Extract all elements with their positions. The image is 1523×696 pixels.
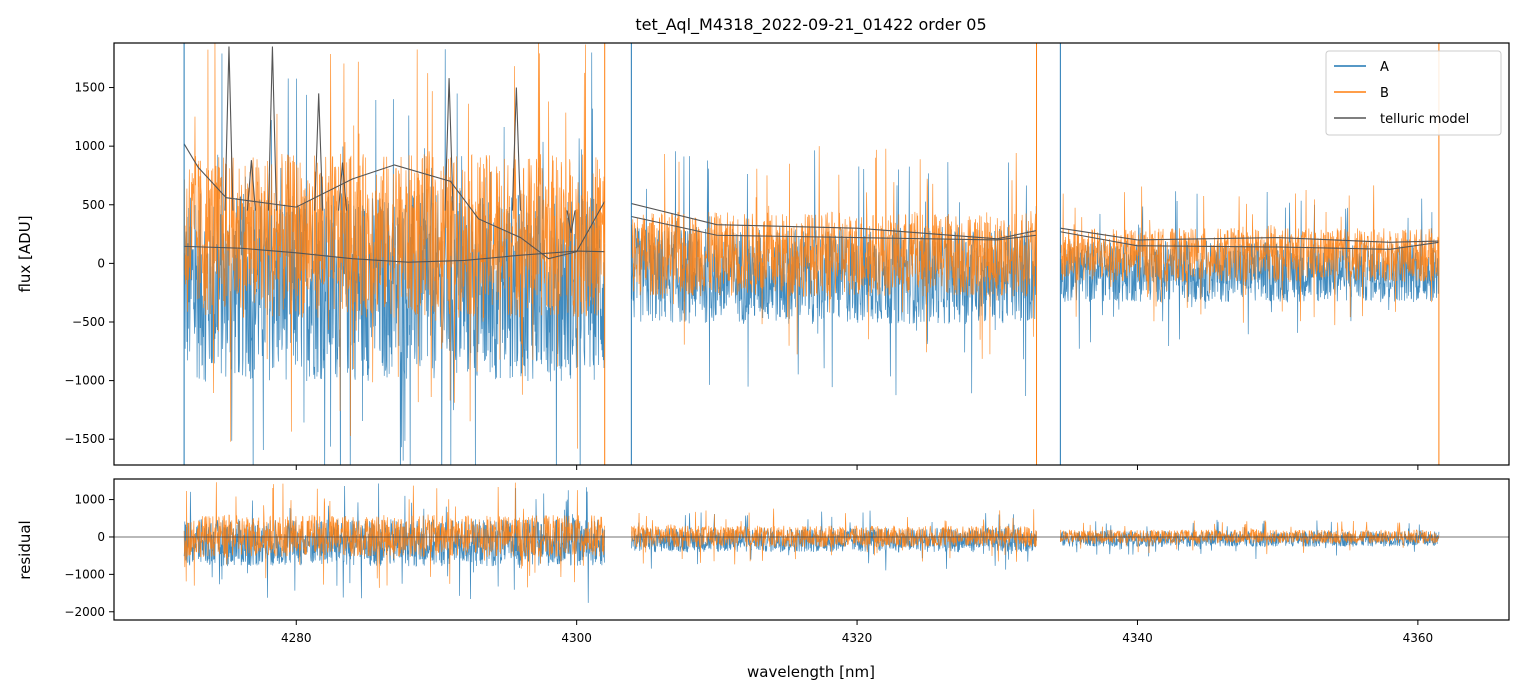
legend: A B telluric model	[1325, 50, 1502, 136]
y-tick-label: 500	[82, 198, 105, 212]
series-b-segment-1	[183, 43, 606, 449]
residual-b-segment-3	[1060, 520, 1440, 555]
telluric-lower-curve	[184, 245, 605, 263]
bottom-plot-area	[114, 482, 1509, 603]
legend-label-b: B	[1380, 86, 1389, 101]
x-tick-label: 4360	[1403, 631, 1434, 645]
y-tick-label: −500	[72, 315, 105, 329]
chart-title: tet_Aql_M4318_2022-09-21_01422 order 05	[635, 15, 986, 35]
telluric-peak	[566, 210, 576, 233]
telluric-seg3-upper	[1060, 227, 1439, 243]
telluric-peak	[314, 93, 324, 211]
bottom-axes-frame	[113, 478, 1510, 621]
bottom-y-label: residual	[16, 520, 34, 579]
y-tick-label: 0	[97, 256, 105, 270]
telluric-peak	[444, 78, 454, 211]
y-tick-label: 0	[97, 530, 105, 544]
telluric-seg2-lower	[631, 215, 1037, 241]
telluric-peak	[267, 46, 277, 211]
y-tick-label: 1500	[74, 81, 105, 95]
y-tick-label: −2000	[64, 605, 105, 619]
telluric-peak	[224, 46, 234, 211]
top-y-label: flux [ADU]	[16, 215, 34, 292]
x-tick-label: 4320	[842, 631, 873, 645]
legend-label-telluric: telluric model	[1380, 112, 1469, 127]
y-tick-label: 1000	[74, 493, 105, 507]
telluric-upper-curve	[183, 143, 606, 260]
bottom-x-axis: 4280 4300 4320 4340 4360	[281, 620, 1433, 645]
x-tick-label: 4300	[561, 631, 592, 645]
top-panel: −1500 −1000 −500 0 500 1000 1500 flux [ADU] A …	[16, 42, 1510, 470]
legend-box	[1325, 50, 1502, 136]
residual-b-segment-2	[630, 508, 1037, 565]
top-y-axis: −1500 −1000 −500 0 500 1000 1500	[64, 81, 114, 446]
y-tick-label: −1000	[64, 567, 105, 581]
y-tick-label: 1000	[74, 139, 105, 153]
top-axes-frame	[113, 42, 1510, 466]
top-plot-area	[183, 43, 1440, 465]
top-x-axis	[295, 465, 1419, 470]
telluric-peak	[511, 87, 521, 211]
legend-label-a: A	[1380, 60, 1389, 75]
telluric-seg3-lower	[1060, 231, 1439, 250]
x-tick-label: 4280	[281, 631, 312, 645]
y-tick-label: −1500	[64, 432, 105, 446]
telluric-peak	[337, 162, 348, 211]
bottom-panel: −2000 −1000 0 1000 4280 4300 4320 4340 4360 res…	[16, 478, 1510, 681]
x-axis-label: wavelength [nm]	[747, 663, 875, 681]
x-tick-label: 4340	[1122, 631, 1153, 645]
residual-b-segment-1	[183, 482, 606, 588]
telluric-peak	[246, 160, 256, 211]
series-b-segment-3	[1060, 185, 1440, 326]
bottom-y-axis: −2000 −1000 0 1000	[64, 493, 114, 619]
telluric-seg2-upper	[631, 203, 1037, 240]
series-b-segment-2	[630, 146, 1037, 359]
y-tick-label: −1000	[64, 374, 105, 388]
